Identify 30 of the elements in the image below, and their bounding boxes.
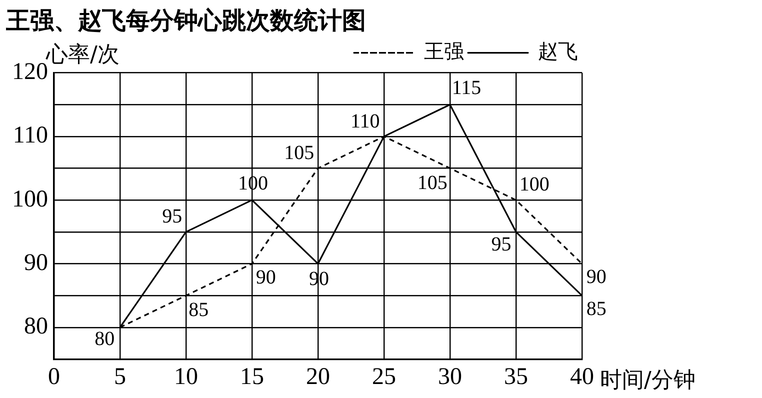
- legend-label: 赵飞: [538, 39, 578, 64]
- x-tick-label: 40: [570, 364, 594, 390]
- x-tick-label: 5: [114, 364, 126, 390]
- data-label: 80: [94, 328, 115, 350]
- x-tick-label: 10: [174, 364, 198, 390]
- data-label: 95: [491, 234, 512, 256]
- data-label: 85: [188, 299, 209, 322]
- data-label: 105: [417, 172, 448, 194]
- data-label: 105: [284, 142, 314, 164]
- data-label: 115: [452, 77, 482, 100]
- x-tick-label: 25: [372, 364, 396, 390]
- data-label: 110: [350, 110, 380, 132]
- data-label: 90: [256, 266, 276, 289]
- data-label: 85: [586, 298, 606, 320]
- x-tick-label: 15: [240, 364, 264, 390]
- legend-label: 王强: [424, 39, 464, 64]
- x-tick-label: 20: [306, 364, 330, 390]
- data-label: 100: [519, 173, 550, 196]
- y-tick-label: 100: [12, 186, 48, 212]
- x-axis-title: 时间/分钟: [600, 368, 696, 393]
- y-tick-label: 110: [12, 122, 48, 149]
- y-tick-label: 120: [12, 59, 48, 86]
- data-label: 95: [162, 206, 182, 228]
- y-tick-label: 80: [24, 314, 48, 340]
- chart-title: 王强、赵飞每分钟心跳次数统计图: [5, 6, 366, 35]
- x-tick-label: 35: [504, 364, 528, 390]
- x-tick-label: 0: [48, 364, 60, 390]
- x-tick-label: 30: [438, 364, 462, 390]
- data-label: 90: [586, 266, 606, 288]
- y-tick-label: 90: [24, 250, 48, 276]
